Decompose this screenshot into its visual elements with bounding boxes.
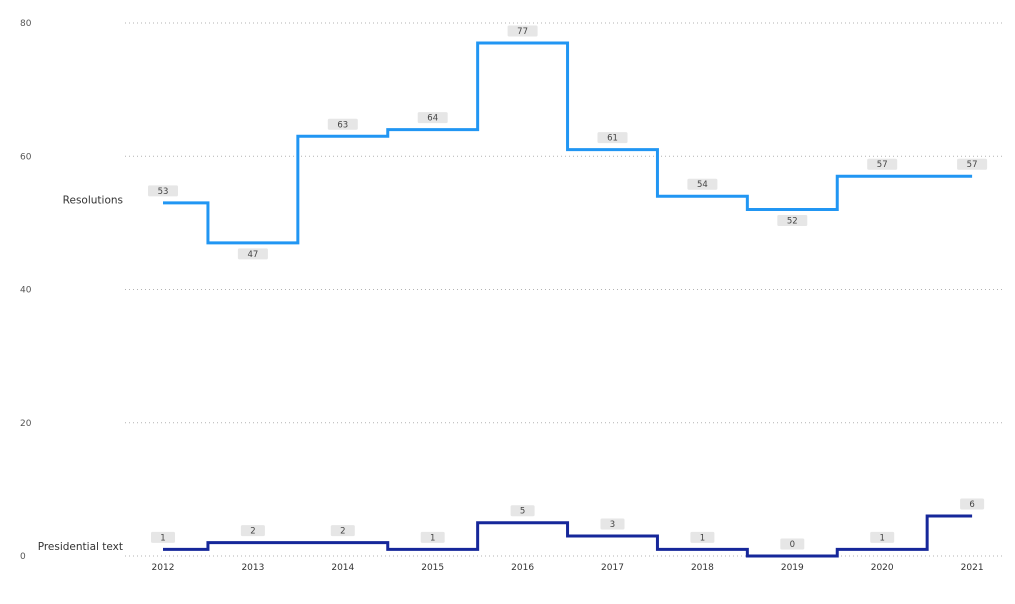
x-tick-label: 2013 <box>241 563 264 573</box>
gridlines <box>125 22 1005 557</box>
y-tick-label: 80 <box>20 19 32 29</box>
data-label-box <box>690 531 715 543</box>
data-label-box <box>151 531 175 543</box>
data-label-box <box>780 538 805 550</box>
data-label: 2 <box>250 527 255 537</box>
data-label-box <box>507 25 538 37</box>
x-tick-label: 2021 <box>961 563 984 573</box>
data-label-box <box>510 505 535 517</box>
data-label: 0 <box>790 540 795 550</box>
data-label: 63 <box>337 120 348 130</box>
data-label: 64 <box>427 114 438 124</box>
data-label-box <box>240 525 265 537</box>
series-lines <box>163 41 973 558</box>
data-label-box <box>777 215 808 227</box>
y-tick-label: 40 <box>20 286 32 296</box>
series-names: Resolutions Presidential text <box>38 194 123 552</box>
data-label: 61 <box>607 134 618 144</box>
data-label-box <box>420 531 445 543</box>
data-label-box <box>597 132 628 144</box>
y-tick-label: 60 <box>20 152 32 162</box>
x-tick-label: 2020 <box>871 563 894 573</box>
data-label: 1 <box>160 533 165 543</box>
data-label-box <box>148 185 178 197</box>
y-tick-label: 20 <box>20 419 32 429</box>
x-tick-label: 2012 <box>152 563 175 573</box>
data-label: 6 <box>969 500 974 510</box>
data-label: 57 <box>877 160 888 170</box>
data-label: 57 <box>967 160 978 170</box>
x-tick-label: 2016 <box>511 563 534 573</box>
x-tick-label: 2015 <box>421 563 444 573</box>
y-axis-ticks: 0 20 40 60 80 <box>20 19 32 562</box>
y-tick-label: 0 <box>20 552 26 562</box>
data-label: 1 <box>430 533 435 543</box>
data-label-box <box>867 158 898 170</box>
data-label-box <box>327 118 358 130</box>
data-label: 3 <box>610 520 615 530</box>
data-label-box <box>237 248 268 260</box>
series-line-resolutions <box>163 41 973 245</box>
data-label-box <box>870 531 895 543</box>
series-line-presidential-text <box>163 514 973 558</box>
x-tick-label: 2017 <box>601 563 624 573</box>
data-label: 47 <box>247 250 258 260</box>
data-label: 2 <box>340 527 345 537</box>
data-label: 1 <box>700 533 705 543</box>
x-tick-label: 2014 <box>331 563 354 573</box>
data-label: 1 <box>879 533 884 543</box>
data-label: 5 <box>520 507 525 517</box>
data-label: 52 <box>787 217 798 227</box>
x-tick-label: 2018 <box>691 563 714 573</box>
data-label: 53 <box>158 187 169 197</box>
data-label-box <box>600 518 625 530</box>
x-tick-label: 2019 <box>781 563 804 573</box>
data-label-box <box>417 112 448 124</box>
data-label-box <box>687 178 718 190</box>
x-axis-ticks: 2012 2013 2014 2015 2016 2017 2018 2019 2020 2021 <box>152 563 984 573</box>
data-label-box <box>960 498 985 510</box>
data-label-box <box>330 525 355 537</box>
data-label: 54 <box>697 180 708 190</box>
series-name-label: Resolutions <box>63 194 123 206</box>
data-label: 77 <box>517 27 528 37</box>
data-label-box <box>957 158 988 170</box>
series-name-label: Presidential text <box>38 541 123 553</box>
